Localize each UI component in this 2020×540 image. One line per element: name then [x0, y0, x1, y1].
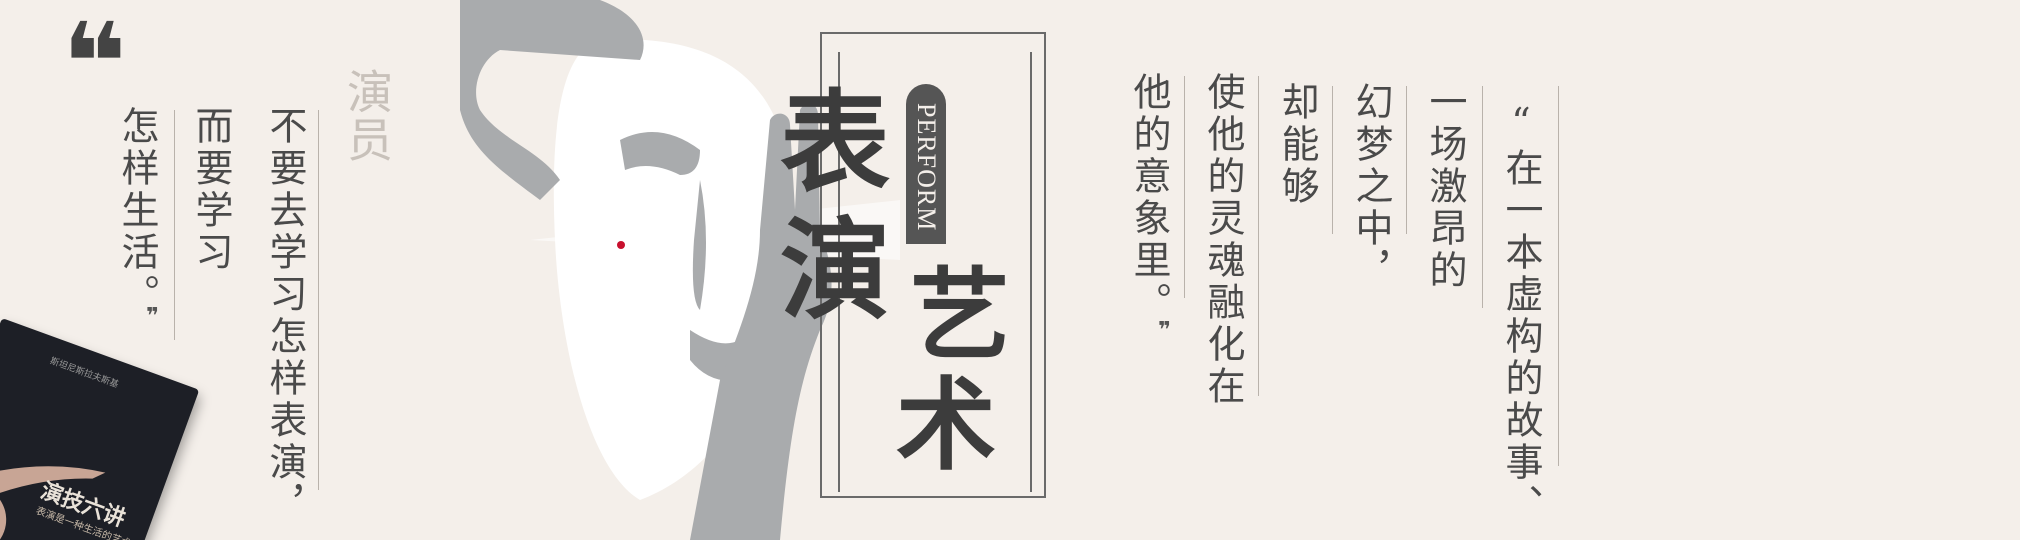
perform-label: PERFORM	[912, 102, 941, 232]
left-divider-1	[318, 110, 319, 490]
covering-hand	[690, 103, 832, 540]
title-frame-line-right	[1030, 52, 1032, 492]
top-arm	[460, 0, 644, 200]
right-divider-2	[1482, 86, 1483, 308]
perform-tag	[906, 84, 946, 244]
title-char-2: 演	[780, 207, 890, 335]
right-column-5: 使他的灵魂融化在	[1201, 72, 1245, 408]
right-divider-5	[1258, 76, 1259, 396]
book-art	[0, 466, 106, 540]
right-divider-1	[1558, 86, 1559, 466]
mask-eye	[620, 132, 700, 175]
right-column-6: 他的意象里。	[1127, 72, 1171, 324]
left-column-2: 而要学习	[189, 106, 233, 274]
left-divider-2	[174, 110, 175, 340]
title-frame	[820, 32, 1046, 498]
right-divider-3	[1406, 86, 1407, 234]
open-quote-icon: ❝	[62, 0, 127, 127]
title-frame-line-left	[838, 52, 840, 492]
left-column-1: 不要去学习怎样表演，	[263, 106, 307, 526]
right-column-1: “在一本虚构的故事、	[1499, 100, 1543, 526]
book-cover: 斯坦尼斯拉夫斯基 演技六讲 表演是一种生活的艺术	[0, 318, 200, 540]
left-column-3: 怎样生活。	[115, 106, 159, 316]
mask-nose	[692, 180, 706, 310]
title-char-4: 术	[896, 367, 996, 484]
right-column-3: 幻梦之中，	[1349, 82, 1393, 292]
title-char-1: 表	[780, 79, 890, 207]
book-swoosh	[0, 466, 106, 507]
red-dot	[617, 241, 625, 249]
right-column-4: 却能够	[1275, 82, 1319, 208]
title-char-3: 艺	[910, 257, 1010, 374]
left-close-quote-icon: ❞	[146, 304, 159, 329]
right-close-quote-icon: ❞	[1158, 318, 1171, 343]
right-divider-4	[1332, 86, 1333, 234]
right-divider-6	[1184, 76, 1185, 298]
right-column-2: 一场激昂的	[1423, 82, 1467, 292]
actor-label: 演员	[340, 68, 394, 164]
